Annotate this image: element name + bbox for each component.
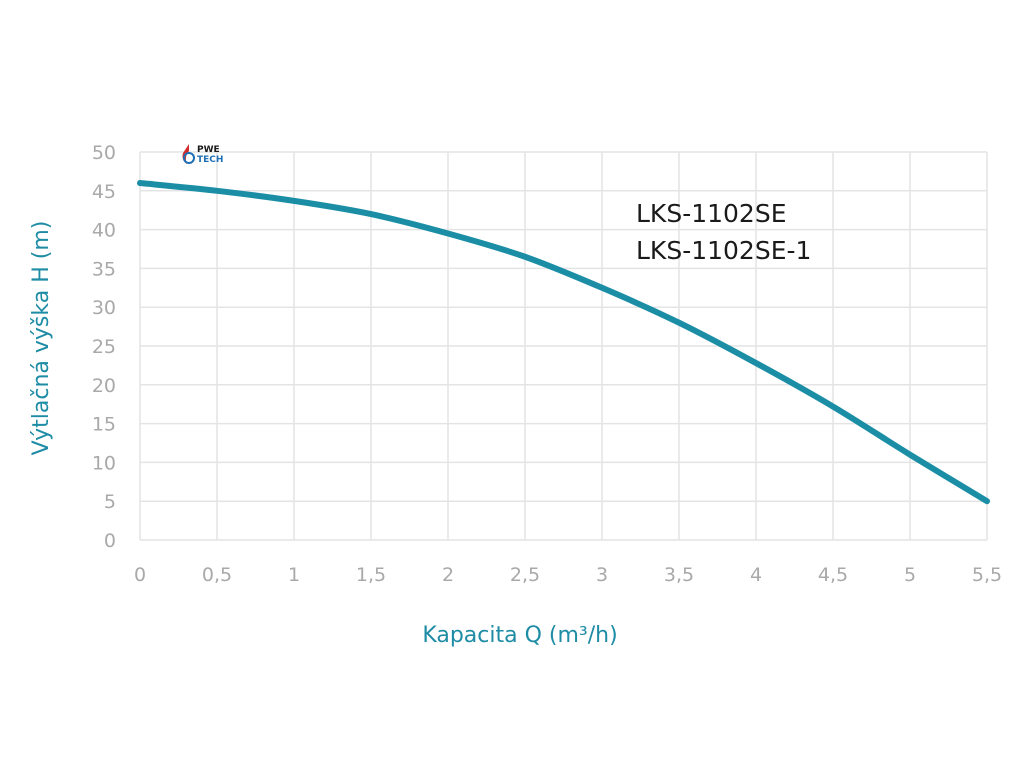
series-line (137, 180, 990, 505)
y-tick-label: 20 (92, 375, 116, 397)
x-tick-labels: 0 0,5 1 1,5 2 2,5 3 3,5 4 4,5 5 5,5 (134, 564, 1002, 586)
y-tick-label: 0 (104, 530, 116, 552)
y-tick-label: 25 (92, 336, 116, 358)
y-tick-label: 35 (92, 258, 116, 280)
x-tick-label: 1 (288, 564, 300, 586)
x-tick-label: 5,5 (972, 564, 1002, 586)
y-axis-label: Výtlačná výška H (m) (29, 221, 54, 456)
model-label-1: LKS-1102SE (636, 199, 787, 228)
x-tick-label: 2 (442, 564, 454, 586)
x-tick-label: 4,5 (818, 564, 848, 586)
logo-mark-icon (182, 144, 195, 164)
y-tick-label: 15 (92, 414, 116, 436)
x-tick-label: 4 (750, 564, 762, 586)
logo-text-line1: PWE (197, 145, 220, 155)
y-tick-label: 40 (92, 220, 116, 242)
y-tick-label: 5 (104, 491, 116, 513)
x-tick-label: 0,5 (202, 564, 232, 586)
y-tick-label: 45 (92, 181, 116, 203)
model-label-2: LKS-1102SE-1 (636, 236, 811, 265)
logo-text-line2: TECH (197, 155, 223, 165)
grid-lines (139, 151, 988, 541)
y-tick-labels: 0 5 10 15 20 25 30 35 40 45 50 (92, 142, 116, 552)
x-tick-label: 5 (904, 564, 916, 586)
y-tick-label: 50 (92, 142, 116, 164)
logo: PWE TECH (182, 144, 223, 165)
y-tick-label: 30 (92, 297, 116, 319)
x-axis-label: Kapacita Q (m³/h) (422, 623, 617, 648)
x-tick-label: 3 (596, 564, 608, 586)
y-tick-label: 10 (92, 452, 116, 474)
x-tick-label: 1,5 (356, 564, 386, 586)
x-tick-label: 2,5 (510, 564, 540, 586)
x-tick-label: 3,5 (664, 564, 694, 586)
x-tick-label: 0 (134, 564, 146, 586)
